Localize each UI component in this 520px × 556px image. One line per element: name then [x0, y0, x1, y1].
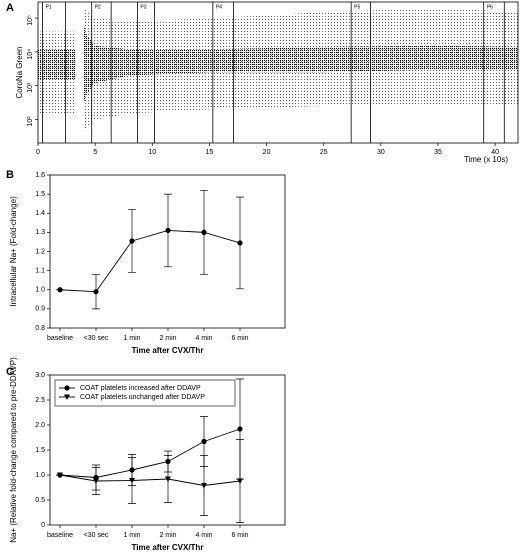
plot-frame [49, 174, 286, 329]
series-line [59, 230, 241, 293]
y-tick-label: 1.4 [35, 210, 45, 217]
x-axis-label: Time after CVX/Thr [132, 543, 204, 552]
point [201, 483, 207, 489]
x-tick-label: <30 sec [84, 335, 109, 342]
gate-label: P2 [95, 4, 101, 10]
y-tick-label: 2.5 [35, 397, 45, 404]
x-tick-label: 35 [434, 149, 442, 156]
legend-marker [64, 385, 70, 391]
panel-label: A [6, 2, 14, 14]
x-tick-label: 6 min [231, 532, 248, 539]
x-tick-label: 1 min [123, 335, 140, 342]
y-tick-label: 1.2 [35, 248, 45, 255]
y-axis-label: Na+ (Relative fold-change compared to pr… [9, 357, 18, 543]
gate-label: P3 [140, 4, 146, 10]
point [129, 478, 135, 484]
y-tick-label: 10³ [27, 82, 34, 93]
density-band [38, 25, 518, 104]
x-tick-label: 2 min [159, 335, 176, 342]
y-axis-label: Intracellular Na+ (Fold-change) [9, 196, 18, 307]
x-tick-label: baseline [47, 532, 73, 539]
y-tick-label: 0.5 [35, 497, 45, 504]
point [201, 438, 207, 445]
y-tick-label: 1.3 [35, 229, 45, 236]
x-tick-label: 6 min [231, 335, 248, 342]
y-tick-label: 1.0 [35, 287, 45, 294]
y-tick-label: 1.5 [35, 191, 45, 198]
x-tick-label: 10 [148, 149, 156, 156]
x-tick-label: 1 min [123, 532, 140, 539]
x-tick-label: 15 [206, 149, 214, 156]
point [93, 478, 99, 484]
point [57, 472, 63, 478]
point [201, 229, 207, 235]
x-tick-label: 4 min [195, 532, 212, 539]
y-tick-label: 0.8 [35, 325, 45, 332]
y-tick-label: 2.0 [35, 422, 45, 429]
y-tick-label: 1.6 [35, 172, 45, 179]
point [237, 478, 243, 484]
y-tick-label: 0 [41, 522, 45, 529]
point [237, 240, 243, 246]
y-tick-label: 10⁴ [27, 49, 34, 60]
point [165, 227, 171, 234]
x-tick-label: 25 [320, 149, 328, 156]
point [93, 289, 99, 295]
y-tick-label: 10⁵ [27, 15, 34, 26]
y-tick-label: 10² [27, 116, 34, 127]
y-tick-label: 1.5 [35, 447, 45, 454]
x-tick-label: 20 [263, 149, 271, 156]
legend-label: COAT platelets unchanged after DDAVP [80, 394, 205, 401]
y-tick-label: 3.0 [35, 372, 45, 379]
y-tick-label: 1.1 [35, 267, 45, 274]
y-axis-label: CoroNa Green [15, 46, 24, 98]
x-tick-label: 5 [93, 149, 97, 156]
point [165, 476, 171, 482]
series-line [59, 474, 241, 486]
panel-label: C [6, 366, 14, 378]
point [129, 238, 135, 244]
gate-label: P4 [216, 4, 222, 10]
legend-box [54, 379, 236, 407]
gate-label: P6 [487, 4, 493, 10]
gate-label: P5 [354, 4, 360, 10]
x-axis-label: Time (x 10s) [464, 155, 508, 164]
legend-marker [64, 394, 70, 400]
x-tick-label: baseline [47, 335, 73, 342]
point [237, 426, 243, 432]
y-tick-label: 1.0 [35, 472, 45, 479]
x-tick-label: 30 [377, 149, 385, 156]
point [57, 287, 63, 293]
x-tick-label: <30 sec [84, 532, 109, 539]
panel-label: B [6, 169, 14, 181]
y-tick-label: 0.9 [35, 306, 45, 313]
legend-label: COAT platelets increased after DDAVP [80, 385, 201, 392]
x-tick-label: 40 [491, 149, 499, 156]
gate-label: P1 [46, 4, 52, 10]
x-tick-label: 4 min [195, 335, 212, 342]
x-tick-label: 0 [36, 149, 40, 156]
x-axis-label: Time after CVX/Thr [132, 346, 204, 355]
series-line [59, 428, 241, 478]
x-tick-label: 2 min [159, 532, 176, 539]
